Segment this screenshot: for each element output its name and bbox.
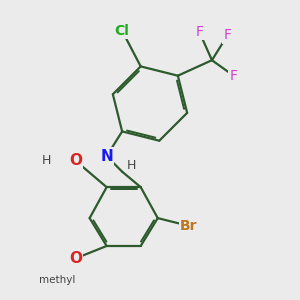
Text: F: F [224, 28, 231, 42]
Text: F: F [196, 25, 203, 39]
Text: O: O [69, 153, 82, 168]
Text: N: N [100, 149, 113, 164]
Text: H: H [42, 154, 51, 167]
Text: Cl: Cl [115, 24, 130, 38]
Text: Br: Br [180, 219, 197, 233]
Text: F: F [230, 69, 238, 83]
Text: O: O [69, 251, 82, 266]
Text: H: H [127, 159, 136, 172]
Text: methyl: methyl [39, 275, 75, 285]
